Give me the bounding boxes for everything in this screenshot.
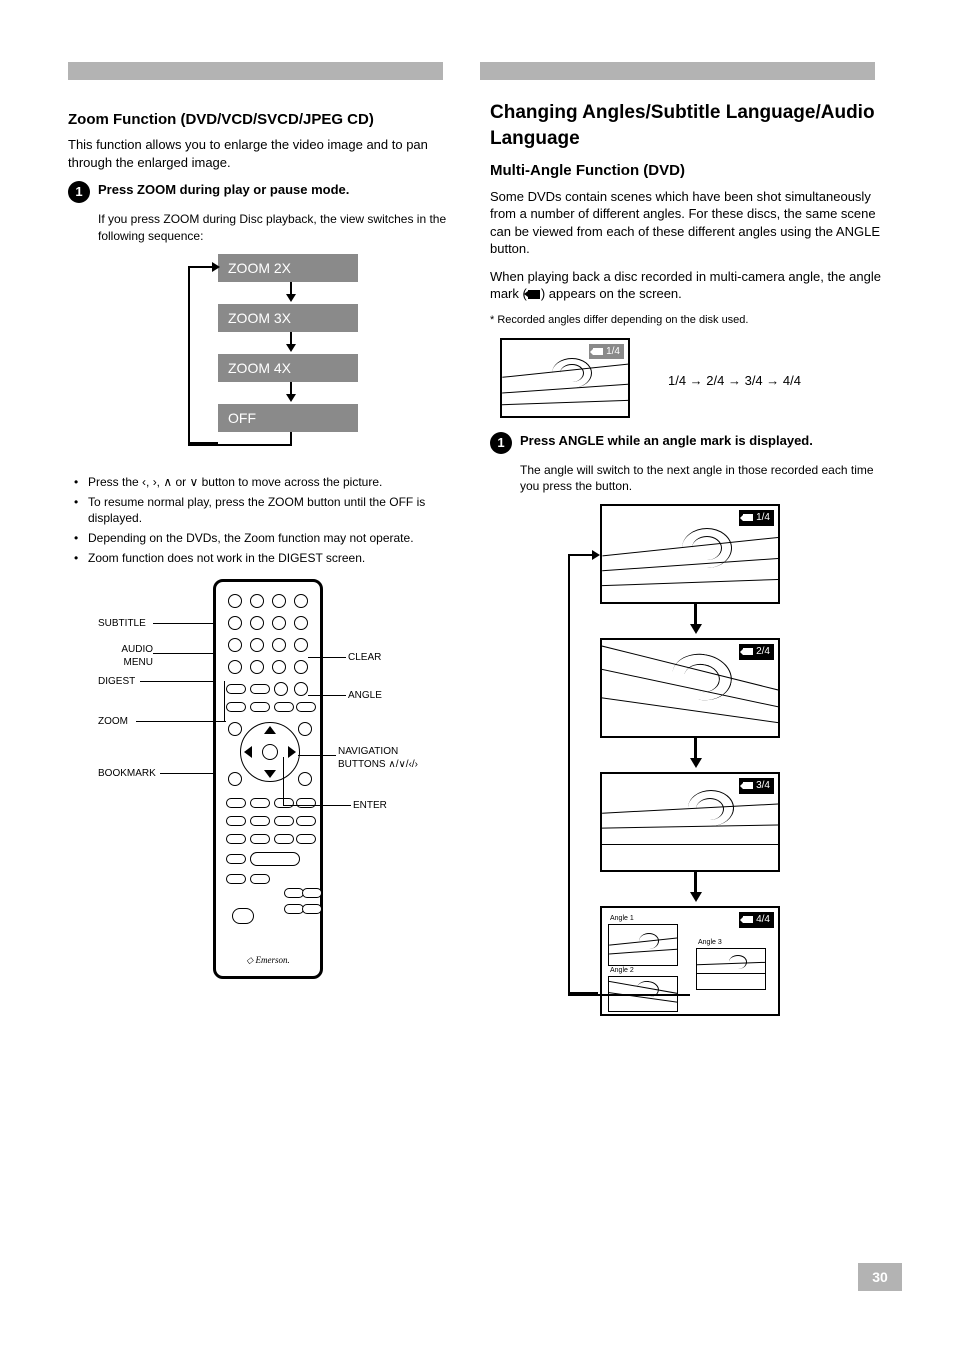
label-clear: CLEAR <box>348 651 381 665</box>
camera-icon <box>743 782 753 789</box>
zoom-section-title: Zoom Function (DVD/VCD/SVCD/JPEG CD) <box>68 110 468 130</box>
zoom-level-box: ZOOM 2X <box>218 254 358 282</box>
angle-example-row: 1/4 1/4 → 2/4 → 3/4 → 4/4 <box>500 338 890 418</box>
zoom-step-1: 1 Press ZOOM during play or pause mode. <box>68 181 468 203</box>
zoom-note: Press the ‹, ›, ∧ or ∨ button to move ac… <box>74 474 468 490</box>
label-navigation: NAVIGATION BUTTONS ∧/∨/‹/› <box>338 745 418 772</box>
header-bar-left <box>68 62 443 80</box>
angle-step1-sub: The angle will switch to the next angle … <box>520 462 890 494</box>
section-title: Changing Angles/Subtitle Language/Audio … <box>490 100 890 151</box>
page-number: 30 <box>858 1263 902 1291</box>
zoom-notes-list: Press the ‹, ›, ∧ or ∨ button to move ac… <box>74 474 468 567</box>
quad-angle-label: Angle 2 <box>610 966 634 975</box>
right-column: Changing Angles/Subtitle Language/Audio … <box>490 100 890 1016</box>
angle-badge-icon: 1/4 <box>589 344 624 360</box>
zoom-step1-text: Press ZOOM during play or pause mode. <box>98 181 468 203</box>
zoom-level-box: ZOOM 3X <box>218 304 358 332</box>
zoom-step1-sub: If you press ZOOM during Disc playback, … <box>98 211 468 243</box>
zoom-note: Zoom function does not work in the DIGES… <box>74 550 468 566</box>
zoom-level-box: OFF <box>218 404 358 432</box>
label-zoom: ZOOM <box>98 715 128 729</box>
angle-p1: Some DVDs contain scenes which have been… <box>490 188 890 258</box>
camera-icon <box>593 348 603 355</box>
angle-badge-icon: 2/4 <box>739 644 774 660</box>
angle-badge-icon: 1/4 <box>739 510 774 526</box>
angle-section-title: Multi-Angle Function (DVD) <box>490 161 890 181</box>
quad-angle-label: Angle 3 <box>698 938 722 947</box>
zoom-level-box: ZOOM 4X <box>218 354 358 382</box>
angle-p2: When playing back a disc recorded in mul… <box>490 268 890 303</box>
angle-badge-icon: 4/4 <box>739 912 774 928</box>
camera-icon <box>743 514 753 521</box>
step-number-1: 1 <box>68 181 90 203</box>
zoom-sequence-diagram: ZOOM 2X ZOOM 3X ZOOM 4X OFF <box>178 254 398 464</box>
angle-sequence-text: 1/4 → 2/4 → 3/4 → 4/4 <box>668 372 801 390</box>
label-bookmark: BOOKMARK <box>98 767 156 781</box>
angle-flow-diagram: 1/4 2/4 3/4 <box>600 504 790 1016</box>
angle-badge-icon: 3/4 <box>739 778 774 794</box>
camera-icon <box>528 290 540 299</box>
scene-thumbnail: 1/4 <box>600 504 780 604</box>
angle-step1-text: Press ANGLE while an angle mark is displ… <box>520 432 890 454</box>
label-angle: ANGLE <box>348 689 382 703</box>
label-enter: ENTER <box>353 799 387 813</box>
zoom-note: Depending on the DVDs, the Zoom function… <box>74 530 468 546</box>
left-column: Zoom Function (DVD/VCD/SVCD/JPEG CD) Thi… <box>68 100 468 999</box>
scene-thumbnail: 1/4 <box>500 338 630 418</box>
zoom-intro-text: This function allows you to enlarge the … <box>68 136 468 171</box>
remote-illustration: ◇ Emerson. SUBTITLE AUDIO MENU DIGEST ZO… <box>98 579 428 999</box>
label-subtitle: SUBTITLE <box>98 617 146 631</box>
zoom-note: To resume normal play, press the ZOOM bu… <box>74 494 468 526</box>
angle-note: * Recorded angles differ depending on th… <box>490 313 890 328</box>
step-number-1: 1 <box>490 432 512 454</box>
angle-step-1: 1 Press ANGLE while an angle mark is dis… <box>490 432 890 454</box>
camera-icon <box>743 648 753 655</box>
scene-thumbnail: 3/4 <box>600 772 780 872</box>
scene-thumbnail-quad: 4/4 Angle 1 Angle 3 Angle 2 <box>600 906 780 1016</box>
label-digest: DIGEST <box>98 675 135 689</box>
quad-angle-label: Angle 1 <box>610 914 634 923</box>
camera-icon <box>743 916 753 923</box>
remote-brand-logo: ◇ Emerson. <box>216 954 320 966</box>
scene-thumbnail: 2/4 <box>600 638 780 738</box>
label-audio-menu: AUDIO MENU <box>98 643 153 670</box>
header-bar-right <box>480 62 875 80</box>
